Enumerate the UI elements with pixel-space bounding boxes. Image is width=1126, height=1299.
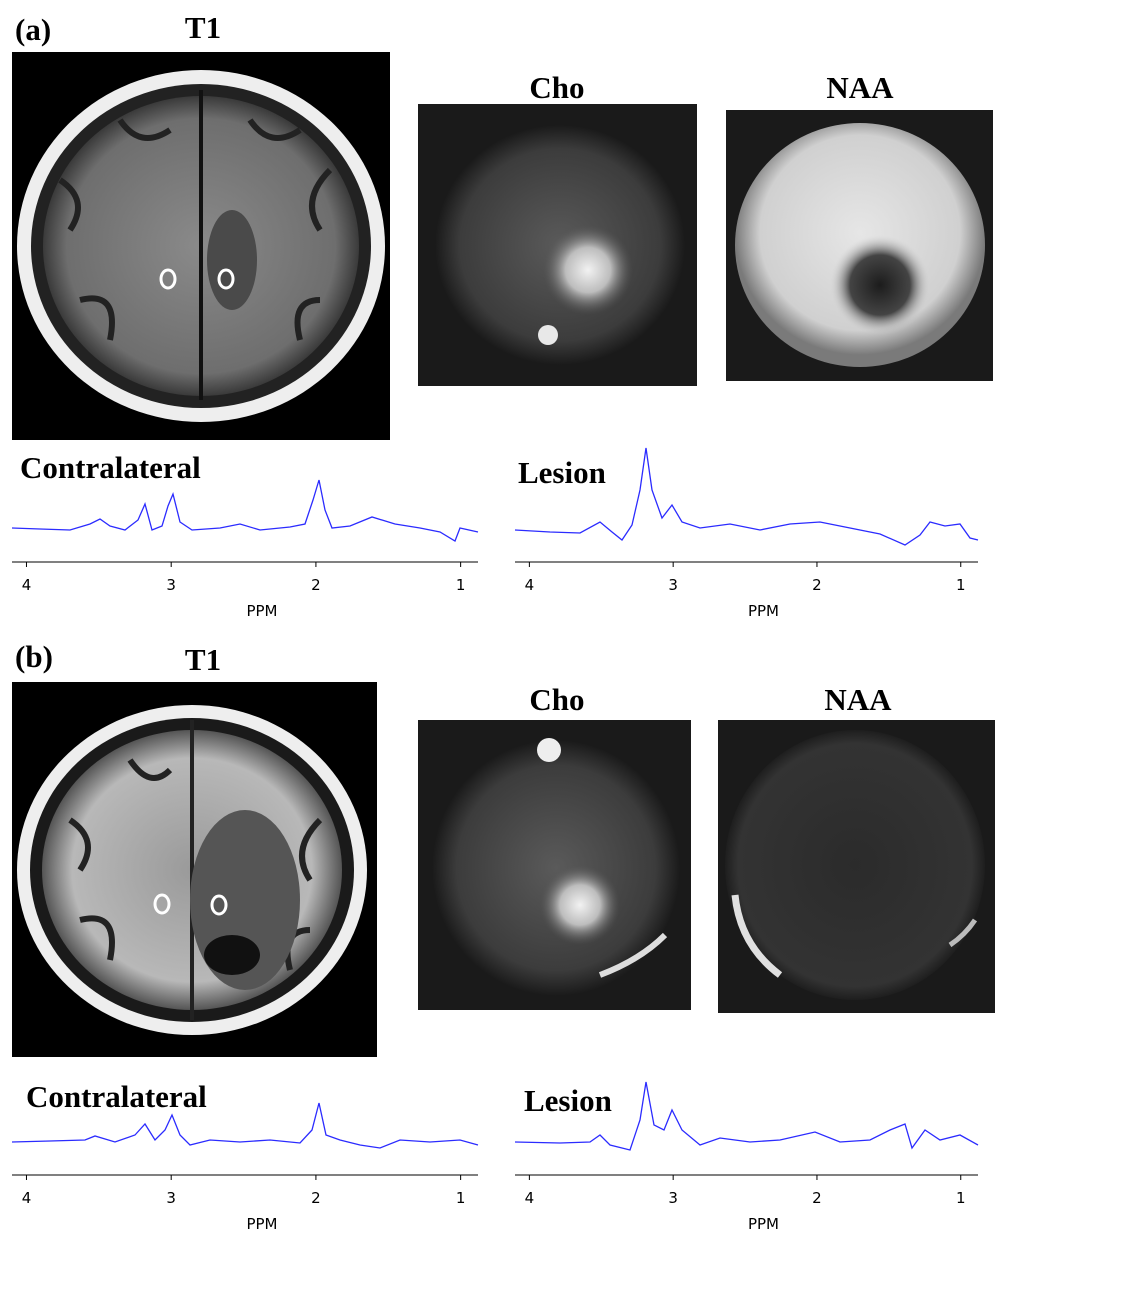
x-tick-label: 1 xyxy=(956,576,966,594)
x-tick-label: 1 xyxy=(956,1189,966,1207)
image-title: NAA xyxy=(826,70,894,105)
image-title: T1 xyxy=(185,10,221,45)
cho-map xyxy=(418,720,691,1010)
x-tick-label: 4 xyxy=(22,1189,32,1207)
x-tick-label: 4 xyxy=(525,1189,535,1207)
x-tick-label: 2 xyxy=(311,1189,321,1207)
x-tick-label: 3 xyxy=(668,576,678,594)
cho-map xyxy=(418,104,697,386)
x-tick-label: 4 xyxy=(525,576,535,594)
x-tick-label: 3 xyxy=(166,1189,176,1207)
spectrum-title: Lesion xyxy=(518,455,606,490)
x-tick-label: 1 xyxy=(456,1189,466,1207)
spectrum-title: Contralateral xyxy=(26,1079,207,1114)
image-title: T1 xyxy=(185,642,221,677)
x-tick-label: 2 xyxy=(311,576,321,594)
spectrum-line xyxy=(514,447,979,546)
x-tick-label: 1 xyxy=(456,576,466,594)
naa-map xyxy=(718,720,995,1013)
x-tick-label: 2 xyxy=(812,576,822,594)
image-title: Cho xyxy=(529,682,584,717)
x-axis-label: PPM xyxy=(748,602,779,620)
x-axis-label: PPM xyxy=(748,1215,779,1233)
x-tick-label: 3 xyxy=(166,576,176,594)
x-tick-label: 4 xyxy=(22,576,32,594)
x-tick-label: 2 xyxy=(812,1189,822,1207)
spectrum-title: Contralateral xyxy=(20,450,201,485)
spectrum-title: Lesion xyxy=(524,1083,612,1118)
image-title: NAA xyxy=(824,682,892,717)
spectrum-line xyxy=(514,1081,979,1151)
panel-label: (b) xyxy=(15,639,53,674)
panel-label: (a) xyxy=(15,12,51,47)
spectrum-line xyxy=(11,479,479,542)
x-tick-label: 3 xyxy=(668,1189,678,1207)
spectrum-line xyxy=(11,1102,479,1149)
x-axis-label: PPM xyxy=(246,602,277,620)
t1-image xyxy=(12,682,377,1057)
image-title: Cho xyxy=(529,70,584,105)
t1-image xyxy=(12,52,390,440)
naa-map xyxy=(726,110,993,381)
x-axis-label: PPM xyxy=(246,1215,277,1233)
